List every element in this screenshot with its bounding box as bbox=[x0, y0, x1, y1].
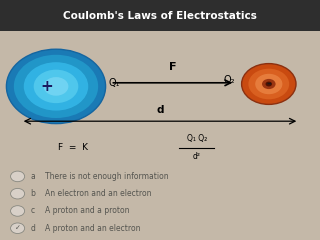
Text: d: d bbox=[30, 224, 35, 233]
Circle shape bbox=[24, 62, 88, 111]
FancyBboxPatch shape bbox=[0, 0, 320, 31]
Circle shape bbox=[266, 82, 272, 86]
Circle shape bbox=[44, 77, 68, 96]
Text: b: b bbox=[30, 189, 35, 198]
Text: There is not enough information: There is not enough information bbox=[45, 172, 168, 181]
Text: Q₁ Q₂: Q₁ Q₂ bbox=[187, 134, 207, 143]
Circle shape bbox=[6, 49, 106, 124]
Circle shape bbox=[255, 74, 283, 94]
Text: A proton and an electron: A proton and an electron bbox=[45, 224, 140, 233]
Text: d²: d² bbox=[193, 152, 201, 161]
Text: Coulomb's Laws of Electrostatics: Coulomb's Laws of Electrostatics bbox=[63, 11, 257, 21]
Circle shape bbox=[11, 206, 25, 216]
Text: a: a bbox=[30, 172, 35, 181]
Text: F: F bbox=[169, 62, 177, 72]
Text: An electron and an electron: An electron and an electron bbox=[45, 189, 151, 198]
Circle shape bbox=[11, 171, 25, 182]
Circle shape bbox=[242, 64, 296, 104]
Text: Q₂: Q₂ bbox=[224, 75, 236, 85]
Circle shape bbox=[262, 79, 276, 89]
Text: +: + bbox=[40, 79, 53, 94]
Text: A proton and a proton: A proton and a proton bbox=[45, 206, 129, 216]
Text: Q₁: Q₁ bbox=[109, 78, 120, 88]
Text: c: c bbox=[30, 206, 35, 216]
Text: d: d bbox=[156, 105, 164, 115]
Text: F  =  K: F = K bbox=[58, 143, 88, 152]
Circle shape bbox=[14, 55, 98, 118]
Circle shape bbox=[11, 223, 25, 234]
Circle shape bbox=[248, 69, 289, 99]
Text: ✓: ✓ bbox=[15, 225, 20, 231]
Circle shape bbox=[34, 70, 78, 103]
Circle shape bbox=[11, 188, 25, 199]
Text: -: - bbox=[267, 79, 271, 89]
